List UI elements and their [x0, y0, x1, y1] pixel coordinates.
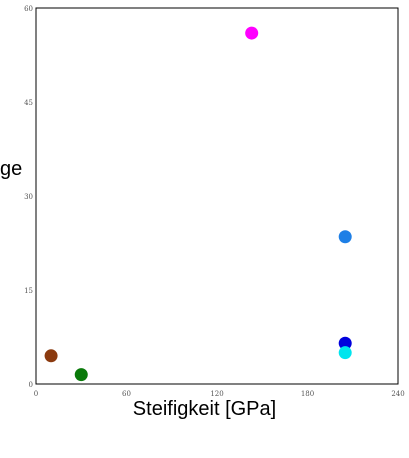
y-tick-label: 45 — [24, 99, 33, 107]
data-point — [338, 346, 352, 360]
y-axis-label-fragment: ge — [0, 158, 23, 180]
y-tick-label: 0 — [29, 381, 33, 389]
y-tick-label: 30 — [24, 193, 33, 201]
y-tick-label: 60 — [24, 5, 33, 13]
x-tick-label: 0 — [34, 390, 38, 398]
data-point — [338, 336, 352, 350]
data-point — [74, 368, 88, 382]
y-tick-labels: 0 15 30 45 60 — [24, 5, 33, 389]
data-point — [338, 230, 352, 244]
x-tick-labels: 0 60 120 180 240 — [34, 390, 405, 398]
x-tick-label: 60 — [122, 390, 131, 398]
x-tick-label: 120 — [210, 390, 223, 398]
x-tick-label: 180 — [301, 390, 314, 398]
data-points — [44, 26, 352, 382]
data-point — [245, 26, 259, 40]
x-tick-label: 240 — [391, 390, 404, 398]
data-point — [44, 349, 58, 363]
y-tick-label: 15 — [24, 287, 33, 295]
x-axis-label: Steifigkeit [GPa] — [132, 398, 277, 420]
plot-area — [35, 7, 399, 385]
